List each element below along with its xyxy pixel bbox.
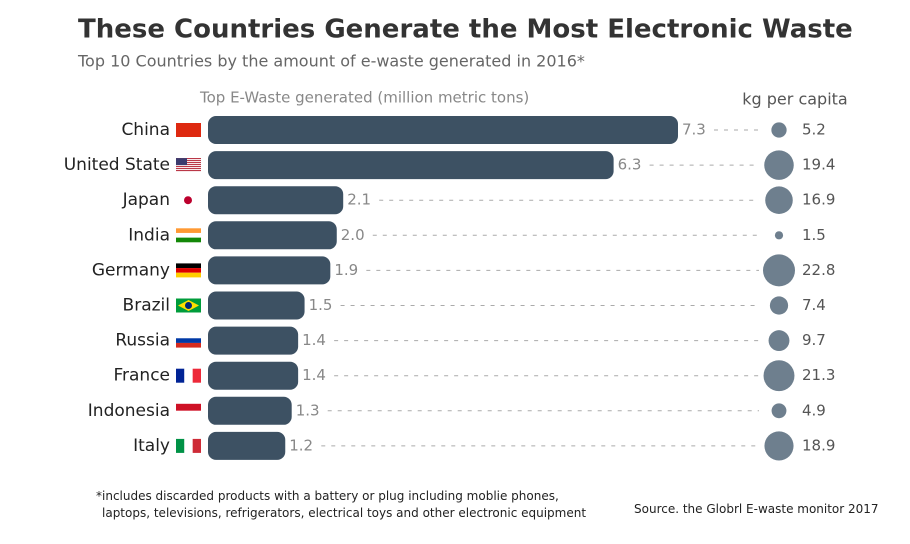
bar bbox=[208, 186, 344, 215]
per-capita-label: 7.4 bbox=[802, 296, 826, 314]
bubble bbox=[771, 122, 787, 138]
flag bbox=[176, 228, 201, 233]
bubble bbox=[771, 403, 787, 419]
flag bbox=[176, 168, 201, 170]
flag bbox=[184, 196, 192, 205]
bar bbox=[208, 151, 614, 180]
flag bbox=[176, 410, 201, 418]
flag bbox=[176, 237, 201, 243]
flag bbox=[176, 166, 201, 168]
flag bbox=[176, 342, 201, 348]
flag bbox=[176, 333, 201, 339]
bar bbox=[208, 326, 299, 355]
value-label: 1.3 bbox=[296, 401, 320, 419]
flag bbox=[192, 368, 201, 383]
bar bbox=[208, 221, 337, 250]
flag bbox=[176, 438, 185, 453]
flag bbox=[176, 272, 201, 278]
flag bbox=[176, 263, 201, 269]
source: Source. the Globrl E-waste monitor 2017 bbox=[634, 502, 879, 516]
flag bbox=[176, 368, 185, 383]
bubble bbox=[768, 330, 790, 352]
value-label: 1.4 bbox=[302, 331, 326, 349]
flag bbox=[184, 368, 193, 383]
category-label: Indonesia bbox=[88, 401, 170, 421]
bubble bbox=[769, 296, 789, 315]
bubble bbox=[763, 254, 795, 287]
bubble bbox=[764, 431, 794, 461]
per-capita-label: 18.9 bbox=[802, 436, 835, 454]
column-header: Top E-Waste generated (million metric to… bbox=[199, 89, 529, 107]
per-capita-label: 19.4 bbox=[802, 156, 835, 174]
per-capita-label: 21.3 bbox=[802, 366, 835, 384]
flag bbox=[176, 268, 201, 273]
per-capita-label: 9.7 bbox=[802, 331, 826, 349]
flag bbox=[176, 162, 201, 164]
bar bbox=[208, 291, 305, 320]
category-label: Italy bbox=[133, 436, 170, 456]
flag bbox=[176, 158, 187, 166]
category-label: India bbox=[128, 225, 170, 245]
bar bbox=[208, 361, 299, 390]
subtitle: Top 10 Countries by the amount of e-wast… bbox=[77, 52, 585, 71]
category-label: Japan bbox=[122, 190, 170, 210]
flag bbox=[176, 170, 201, 172]
value-label: 1.5 bbox=[309, 296, 333, 314]
value-label: 6.3 bbox=[618, 156, 642, 174]
column-header: kg per capita bbox=[742, 90, 847, 109]
value-label: 7.3 bbox=[682, 121, 706, 139]
per-capita-label: 5.2 bbox=[802, 121, 826, 139]
bubble bbox=[763, 360, 795, 392]
bar bbox=[208, 256, 331, 285]
category-label: Germany bbox=[92, 260, 170, 280]
bubble bbox=[765, 186, 793, 214]
flag bbox=[176, 160, 201, 162]
category-label: France bbox=[113, 366, 170, 386]
flag bbox=[176, 123, 201, 137]
chart-title: These Countries Generate the Most Electr… bbox=[78, 15, 853, 45]
flag bbox=[176, 158, 201, 160]
bar bbox=[208, 396, 292, 425]
flag bbox=[192, 438, 201, 453]
value-label: 1.2 bbox=[289, 436, 313, 454]
value-label: 1.9 bbox=[334, 261, 358, 279]
value-label: 1.4 bbox=[302, 366, 326, 384]
category-label: Russia bbox=[115, 331, 170, 351]
category-label: China bbox=[121, 120, 170, 140]
flag bbox=[176, 338, 201, 343]
flag bbox=[176, 232, 201, 238]
flag bbox=[184, 438, 193, 453]
bar bbox=[208, 431, 286, 460]
category-label: United State bbox=[64, 155, 170, 175]
per-capita-label: 16.9 bbox=[802, 191, 835, 209]
flag bbox=[176, 164, 201, 166]
flag bbox=[176, 403, 201, 411]
bubble bbox=[774, 231, 784, 240]
per-capita-label: 4.9 bbox=[802, 401, 826, 419]
value-label: 2.1 bbox=[347, 191, 371, 209]
footnote: *includes discarded products with a batt… bbox=[96, 489, 587, 520]
per-capita-label: 1.5 bbox=[802, 226, 826, 244]
value-label: 2.0 bbox=[341, 226, 365, 244]
bubble bbox=[764, 150, 794, 180]
category-label: Brazil bbox=[123, 296, 170, 316]
per-capita-label: 22.8 bbox=[802, 261, 835, 279]
bar bbox=[208, 116, 678, 144]
flag bbox=[185, 302, 192, 309]
